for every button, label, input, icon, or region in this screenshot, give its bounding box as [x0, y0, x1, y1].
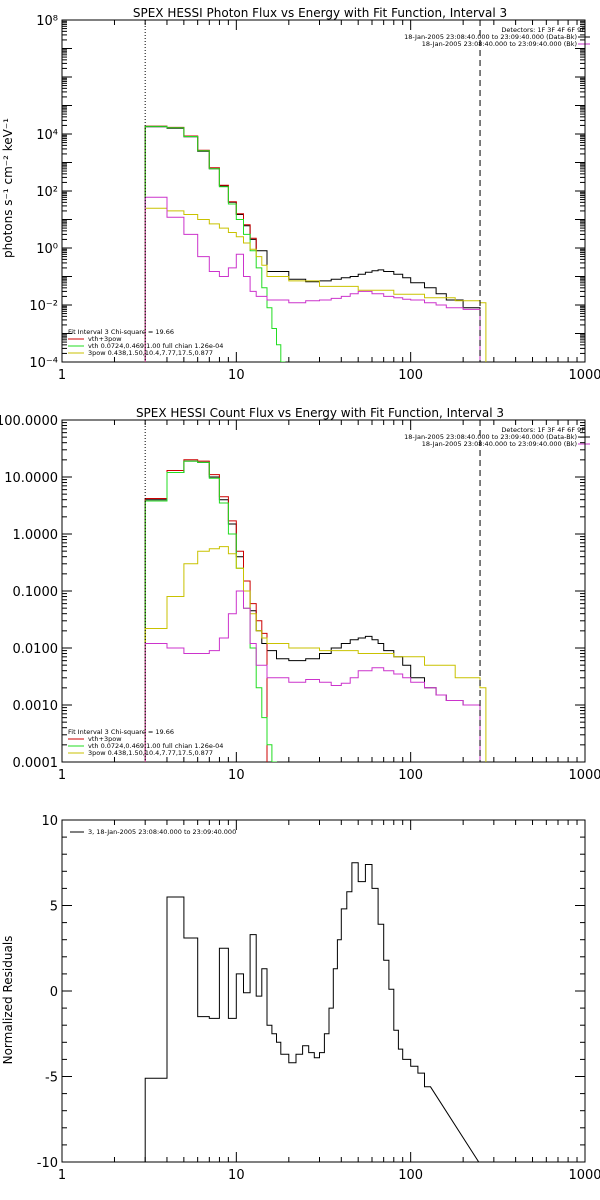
residuals-legend: 3, 18-Jan-2005 23:08:40.000 to 23:09:40.… — [88, 828, 236, 836]
photon-flux-series-data-bk — [144, 126, 481, 362]
photon-flux-series-3pow — [144, 207, 487, 362]
count-flux-x-tick-label: 1 — [58, 768, 66, 783]
count-flux-3pow-legend: 3pow 0.438,1.50,10.4,7.77,17.5,0.877 — [88, 749, 213, 757]
residuals-y-tick-label: 0 — [50, 985, 58, 1000]
residuals-x-tick-label: 1 — [58, 1168, 66, 1183]
count-flux-series-data-bk — [144, 460, 481, 762]
residuals-y-tick-label: 5 — [50, 900, 58, 915]
photon-flux-bk-legend: 18-Jan-2005 23:08:40.000 to 23:09:40.000… — [422, 40, 577, 48]
residuals-y-tick-label: -10 — [37, 1156, 58, 1171]
photon-flux-series-vth — [144, 125, 286, 362]
count-flux-vth3pow-legend: vth+3pow — [88, 735, 122, 743]
photon-flux-y-tick-label: 10⁻² — [29, 299, 58, 314]
count-flux-series-vth-3pow — [144, 459, 268, 762]
count-flux-y-tick-label: 1.0000 — [13, 528, 59, 543]
count-flux-y-tick-label: 0.0100 — [13, 642, 59, 657]
photon-flux-panel: SPEX HESSI Photon Flux vs Energy with Fi… — [1, 6, 600, 383]
photon-flux-y-tick-label: 10² — [36, 185, 58, 200]
residuals-y-tick-label: -5 — [45, 1071, 58, 1086]
count-flux-data-legend: 18-Jan-2005 23:08:40.000 to 23:09:40.000… — [404, 433, 577, 441]
photon-flux-y-tick-label: 10⁸ — [36, 14, 58, 29]
count-flux-y-tick-label: 0.1000 — [13, 585, 59, 600]
count-flux-detectors-legend: Detectors: 1F 3F 4F 6F 9F — [501, 426, 585, 434]
photon-flux-vth-legend: vth 0.0724,0.469,1.00 full chian 1.26e-0… — [88, 342, 223, 350]
photon-flux-data-legend: 18-Jan-2005 23:08:40.000 to 23:09:40.000… — [404, 33, 577, 41]
count-flux-x-tick-label: 100 — [398, 768, 423, 783]
residuals-x-tick-label: 1000 — [568, 1168, 600, 1183]
photon-flux-x-tick-label: 10 — [228, 368, 245, 383]
photon-flux-y-tick-label: 10⁴ — [36, 128, 58, 143]
photon-flux-vth3pow-legend: vth+3pow — [88, 335, 122, 343]
count-flux-y-tick-label: 10.0000 — [4, 471, 58, 486]
count-flux-y-tick-label: 0.0001 — [13, 756, 59, 771]
photon-flux-title: SPEX HESSI Photon Flux vs Energy with Fi… — [133, 6, 507, 20]
count-flux-frame — [61, 419, 586, 763]
photon-flux-fit-legend: Fit Interval 3 Chi-square = 19.66 — [68, 328, 174, 336]
photon-flux-y-tick-label: 10⁰ — [36, 242, 58, 257]
count-flux-fit-legend: Fit Interval 3 Chi-square = 19.66 — [68, 728, 174, 736]
residuals-panel: Normalized Residuals 3, 18-Jan-2005 23:0… — [1, 814, 600, 1183]
photon-flux-x-tick-label: 1 — [58, 368, 66, 383]
residuals-frame — [61, 819, 586, 1163]
residuals-series-3-18-jan-2005-23-08-40-0 — [144, 862, 480, 1162]
count-flux-series-3pow — [144, 546, 487, 762]
photon-flux-series-bk — [144, 196, 481, 362]
photon-flux-detectors-legend: Detectors: 1F 3F 4F 6F 9F — [501, 26, 585, 34]
photon-flux-x-tick-label: 1000 — [568, 368, 600, 383]
residuals-y-tick-label: 10 — [41, 814, 58, 829]
residuals-x-tick-label: 100 — [398, 1168, 423, 1183]
residuals-y-axis-label: Normalized Residuals — [1, 936, 15, 1065]
photon-flux-frame — [61, 19, 586, 363]
count-flux-x-tick-label: 1000 — [568, 768, 600, 783]
count-flux-x-tick-label: 10 — [228, 768, 245, 783]
count-flux-series-vth — [144, 460, 277, 762]
photon-flux-y-tick-label: 10⁻⁴ — [29, 356, 58, 371]
count-flux-series-bk — [144, 590, 481, 762]
photon-flux-x-tick-label: 100 — [398, 368, 423, 383]
count-flux-y-tick-label: 0.0010 — [13, 699, 59, 714]
count-flux-title: SPEX HESSI Count Flux vs Energy with Fit… — [136, 406, 504, 420]
count-flux-bk-legend: 18-Jan-2005 23:08:40.000 to 23:09:40.000… — [422, 440, 577, 448]
count-flux-vth-legend: vth 0.0724,0.469,1.00 full chian 1.26e-0… — [88, 742, 223, 750]
count-flux-y-tick-label: 100.0000 — [0, 414, 58, 429]
photon-flux-3pow-legend: 3pow 0.438,1.50,10.4,7.77,17.5,0.877 — [88, 349, 213, 357]
photon-flux-y-axis-label: photons s⁻¹ cm⁻² keV⁻¹ — [1, 118, 15, 258]
count-flux-panel: SPEX HESSI Count Flux vs Energy with Fit… — [0, 406, 600, 783]
residuals-x-tick-label: 10 — [228, 1168, 245, 1183]
